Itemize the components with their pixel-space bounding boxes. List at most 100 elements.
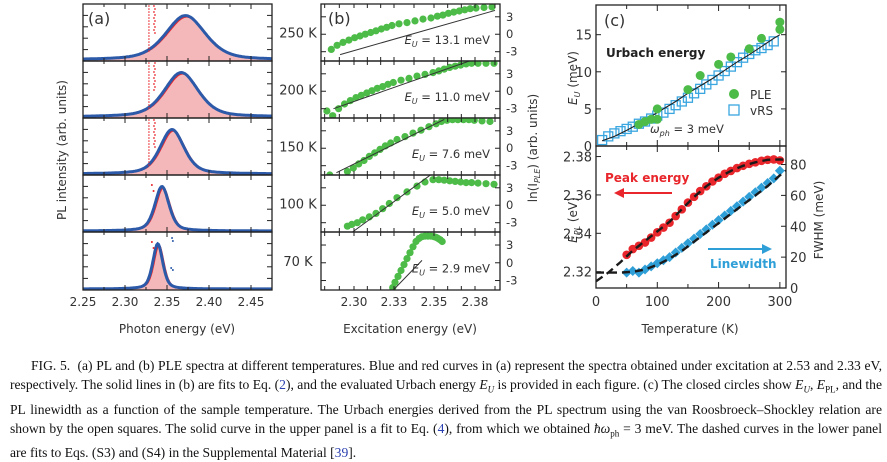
vrs-data-point xyxy=(596,134,608,146)
ple-data-point xyxy=(462,179,470,187)
y-tick-label: -3 xyxy=(506,216,517,230)
y-label-main: ln(I xyxy=(526,183,540,202)
y-tick-label-left: 2.34 xyxy=(563,227,592,242)
y-tick-label-left: 2.36 xyxy=(563,189,592,204)
laser-line-dot xyxy=(148,5,150,7)
ple-data-point xyxy=(361,30,369,38)
laser-line-dot xyxy=(148,80,150,82)
laser-line-dot xyxy=(154,14,156,16)
ple-data-point xyxy=(461,6,469,14)
eu-value: = 2.9 meV xyxy=(425,262,490,276)
eu-value: = 7.6 meV xyxy=(425,147,490,161)
y-label-sub: PL xyxy=(573,226,582,235)
ple-data-point xyxy=(775,17,785,27)
x-tick-label: 300 xyxy=(767,295,792,310)
ple-data-point xyxy=(393,135,401,144)
ple-data-point xyxy=(376,145,384,153)
eu-value: = 13.1 meV xyxy=(418,33,490,47)
urbach-fit-line xyxy=(333,61,471,110)
ple-data-point xyxy=(393,194,401,202)
subpanel-a-200K xyxy=(82,60,273,119)
legend-ple-marker xyxy=(729,89,739,99)
stray-point xyxy=(170,267,173,269)
laser-line-dot xyxy=(148,122,150,124)
temperature-label-150K: 150 K xyxy=(279,141,317,156)
laser-line-dot xyxy=(148,14,150,16)
caption-epl: E xyxy=(816,377,826,392)
ple-data-point xyxy=(373,84,381,92)
caption-hbar-omega: ħω xyxy=(593,420,611,436)
y-tick-label: 3 xyxy=(506,67,513,81)
y-tick-label: 0 xyxy=(506,84,513,98)
caption-ref-39[interactable]: 39 xyxy=(334,445,349,461)
caption-ref-eq4[interactable]: 4 xyxy=(437,420,445,436)
pl-blue-curve xyxy=(83,14,272,61)
y-tick-label-right: 60 xyxy=(790,189,807,204)
linewidth-point xyxy=(695,228,706,239)
panel-label-a: (a) xyxy=(88,9,110,28)
peak-energy-fit xyxy=(596,158,786,283)
ple-data-point xyxy=(775,24,785,34)
ple-data-point xyxy=(450,8,458,16)
x-tick-label: 2.38 xyxy=(462,295,489,309)
laser-line-dot xyxy=(148,65,150,67)
linewidth-point xyxy=(664,252,675,263)
ple-data-point xyxy=(379,205,387,213)
laser-line-dot xyxy=(154,20,156,22)
ple-data-point xyxy=(377,25,385,33)
x-tick-label: 2.25 xyxy=(70,295,97,309)
laser-line-dot xyxy=(148,17,150,19)
caption-paragraph: FIG. 5. (a) PL and (b) PLE spectra at di… xyxy=(10,356,882,462)
laser-line-dot xyxy=(154,80,156,82)
omega-subscript: ph xyxy=(659,129,670,138)
eu-symbol: E xyxy=(412,147,420,161)
y-label-tail: (eV) xyxy=(566,197,580,226)
subpanel-a-150K xyxy=(82,117,273,176)
x-tick-label: 2.40 xyxy=(196,295,223,309)
ple-data-point xyxy=(480,4,488,12)
y-axis-label: EU (meV) xyxy=(566,51,582,105)
pl-fill-area xyxy=(83,15,272,62)
laser-line-dot xyxy=(148,44,150,46)
laser-line-dot xyxy=(148,92,150,94)
x-axis-label: Excitation energy (eV) xyxy=(343,322,477,336)
y-label-main: E xyxy=(566,97,580,105)
ple-data-point xyxy=(435,176,443,184)
ple-data-point xyxy=(329,112,337,118)
caption-ref-eq2[interactable]: 2 xyxy=(279,377,286,392)
ple-data-point xyxy=(406,249,414,257)
laser-line-dot xyxy=(148,119,150,121)
laser-line-dot xyxy=(148,62,150,64)
pl-blue-curve xyxy=(83,241,272,291)
laser-line-dot xyxy=(148,98,150,100)
pl-blue-curve xyxy=(83,185,272,233)
laser-line-dot xyxy=(148,134,150,136)
laser-line-dot xyxy=(148,38,150,40)
linewidth-fit xyxy=(596,169,786,274)
y-tick-label: 3 xyxy=(506,124,513,138)
laser-line-dot xyxy=(153,119,155,121)
laser-line-dot xyxy=(154,32,156,34)
subpanel-a-250K xyxy=(82,3,273,62)
panel-a: 250 K 200 K 150 K 100 K 70 K (a) 2.25 2.30 2.35 2… xyxy=(55,3,317,336)
ple-data-point xyxy=(427,14,435,22)
urbach-energy-label: EU = 2.9 meV xyxy=(412,262,490,278)
laser-line-dot xyxy=(148,143,150,145)
legend-vrs-marker xyxy=(728,104,740,116)
ple-data-point xyxy=(448,118,457,124)
ple-data-point xyxy=(327,45,335,54)
ple-data-point xyxy=(391,278,399,286)
caption-omega-sub: ph xyxy=(610,428,620,439)
laser-line-dot xyxy=(148,95,150,97)
ple-data-point xyxy=(457,178,465,186)
phonon-energy-label: ωph = 3 meV xyxy=(650,122,724,138)
vrs-data-point xyxy=(603,131,614,142)
caption-text: ]. xyxy=(348,445,357,461)
eu-symbol: E xyxy=(412,204,420,218)
urbach-energy-label: EU = 11.0 meV xyxy=(405,90,491,106)
ple-data-point xyxy=(440,176,448,184)
ple-data-point xyxy=(444,9,452,17)
subpanel-b-100K xyxy=(320,174,501,233)
omega-symbol: ω xyxy=(650,122,660,136)
legend-ple-label: PLE xyxy=(750,88,772,102)
